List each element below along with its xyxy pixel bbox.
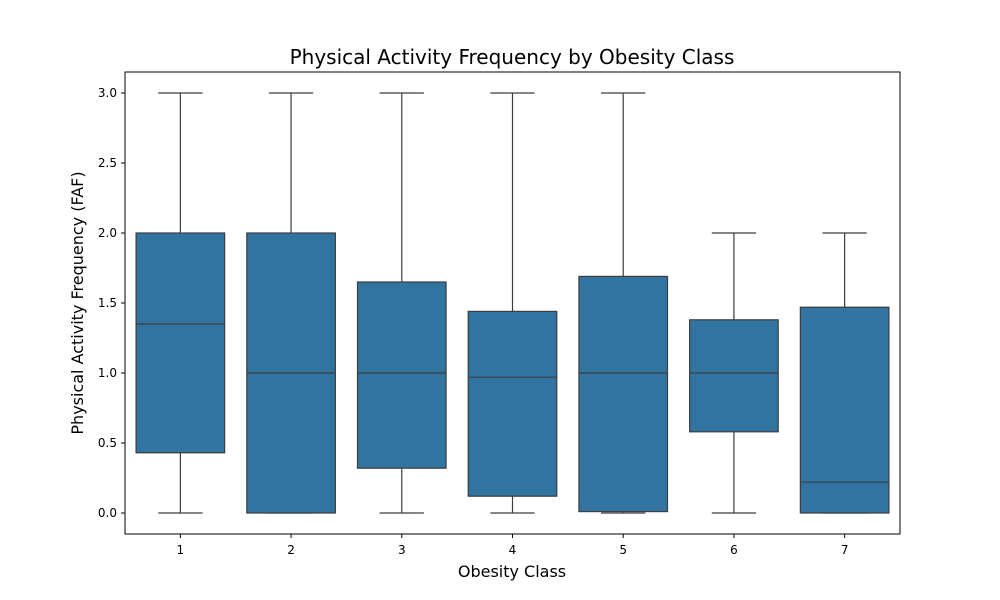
y-tick-label: 2.0 [98, 226, 117, 240]
y-tick-label: 2.5 [98, 156, 117, 170]
y-tick-label: 3.0 [98, 86, 117, 100]
chart-title: Physical Activity Frequency by Obesity C… [290, 45, 735, 69]
y-tick-label: 0.5 [98, 436, 117, 450]
box-group-6 [689, 232, 779, 514]
x-tick-label: 7 [841, 543, 849, 557]
box-group-1 [135, 92, 226, 514]
y-axis-label: Physical Activity Frequency (FAF) [68, 171, 87, 434]
iqr-box [689, 319, 779, 433]
box-group-7 [799, 232, 890, 514]
iqr-box [578, 275, 669, 513]
iqr-box [135, 232, 226, 454]
x-axis-label: Obesity Class [458, 562, 566, 581]
x-tick-label: 2 [287, 543, 295, 557]
box-group-3 [356, 92, 447, 514]
box-group-4 [467, 92, 558, 514]
plot-marks [135, 92, 890, 514]
y-tick-label: 0.0 [98, 506, 117, 520]
box-group-5 [578, 92, 669, 514]
x-tick-label: 5 [619, 543, 627, 557]
x-axis: 1 2 3 4 5 6 7 [177, 534, 849, 557]
x-tick-label: 1 [177, 543, 185, 557]
y-axis: 0.0 0.5 1.0 1.5 2.0 2.5 3.0 [98, 86, 125, 520]
x-tick-label: 3 [398, 543, 406, 557]
iqr-box [799, 306, 890, 514]
y-tick-label: 1.0 [98, 366, 117, 380]
box-group-2 [246, 92, 336, 514]
y-tick-label: 1.5 [98, 296, 117, 310]
x-tick-label: 4 [509, 543, 517, 557]
iqr-box [467, 310, 558, 497]
iqr-box [356, 281, 447, 469]
x-tick-label: 6 [730, 543, 738, 557]
